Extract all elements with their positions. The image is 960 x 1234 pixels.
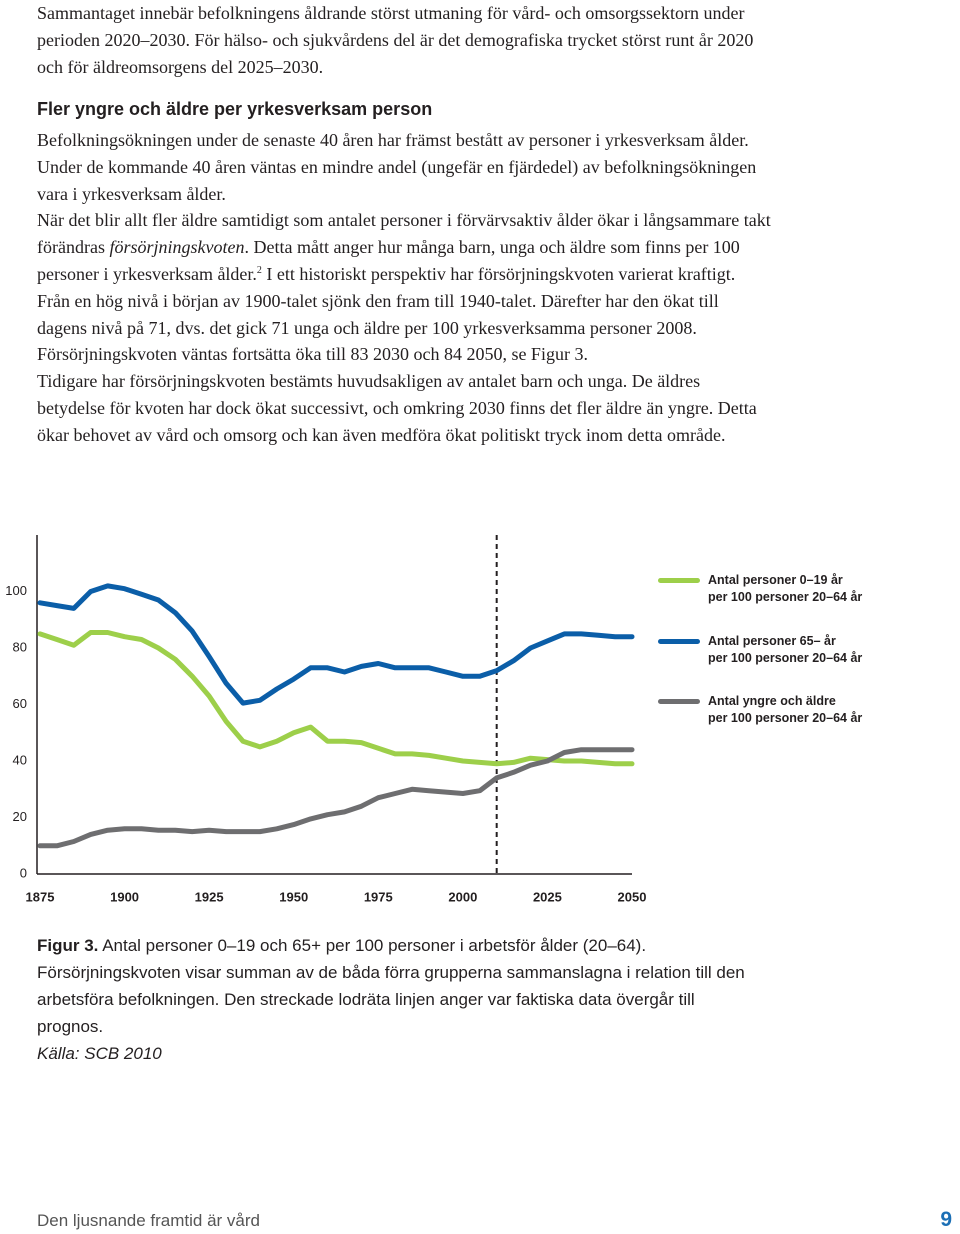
paragraph: Sammantaget innebär befolkningens åldran… [37,0,772,80]
x-tick-label: 1950 [279,889,308,904]
paragraph: Tidigare har försörjningskvoten bestämts… [37,368,772,448]
text-run: I ett historiskt perspektiv har försörjn… [37,263,736,365]
intro: Sammantaget innebär befolkningens åldran… [37,0,772,80]
text-run: 2 [256,264,262,276]
footer: Den ljusnande framtid är vård [37,1211,261,1230]
legend-swatch [658,639,700,644]
text-run: försörjningskvoten [109,237,245,258]
x-tick-label: 1900 [110,889,139,904]
source: Källa: SCB 2010 [37,1044,162,1063]
chart: 0 20 40 60 80 100 1875 1900 1925 1950 1975 2000 2025… [5,535,647,904]
x-tick-label: 1975 [364,889,393,904]
y-tick-label: 60 [13,696,27,711]
x-tick-label: 1875 [26,889,55,904]
paragraph: Befolkningsökningen under de senaste 40 … [37,127,772,207]
text-run: Befolkningsökningen under de senaste 40 … [37,130,757,204]
y-tick-label: 80 [13,639,27,654]
y-tick-label: 100 [5,583,27,598]
x-tick-label: 2025 [533,889,562,904]
body-text: Befolkningsökningen under de senaste 40 … [37,127,772,449]
legend-label: Antal yngre och äldre per 100 personer 2… [708,694,863,725]
x-tick-label: 2000 [448,889,477,904]
legend-swatch [658,578,700,583]
paragraph: När det blir allt fler äldre samtidigt s… [37,207,772,368]
series-line [37,583,635,706]
series-line [37,630,635,767]
heading: Fler yngre och äldre per yrkesverksam pe… [37,99,433,119]
text-run: Tidigare har försörjningskvoten bestämts… [37,371,757,445]
legend-label: Antal personer 65– år per 100 personer 2… [708,634,863,665]
page-number: 9 [940,1208,952,1231]
legend-swatch [658,699,700,704]
caption: Figur 3. Antal personer 0–19 och 65+ per… [37,932,762,1067]
text-run: Sammantaget innebär befolkningens åldran… [37,3,754,77]
y-tick-label: 0 [20,865,27,880]
x-tick-label: 2050 [618,889,647,904]
text-run: Antal personer 0–19 och 65+ per 100 pers… [37,936,745,1036]
text-run: När det blir allt fler äldre samtidigt s… [37,210,771,258]
series-line [37,747,635,849]
paragraph: Figur 3. Antal personer 0–19 och 65+ per… [37,932,762,1040]
y-tick-label: 20 [13,809,27,824]
legend-label: Antal personer 0–19 år per 100 personer … [708,573,863,604]
y-tick-label: 40 [13,752,27,767]
x-tick-label: 1925 [195,889,224,904]
text-run: Figur 3. [37,936,99,955]
text-run: . Detta mått anger hur många barn, unga … [37,237,740,284]
